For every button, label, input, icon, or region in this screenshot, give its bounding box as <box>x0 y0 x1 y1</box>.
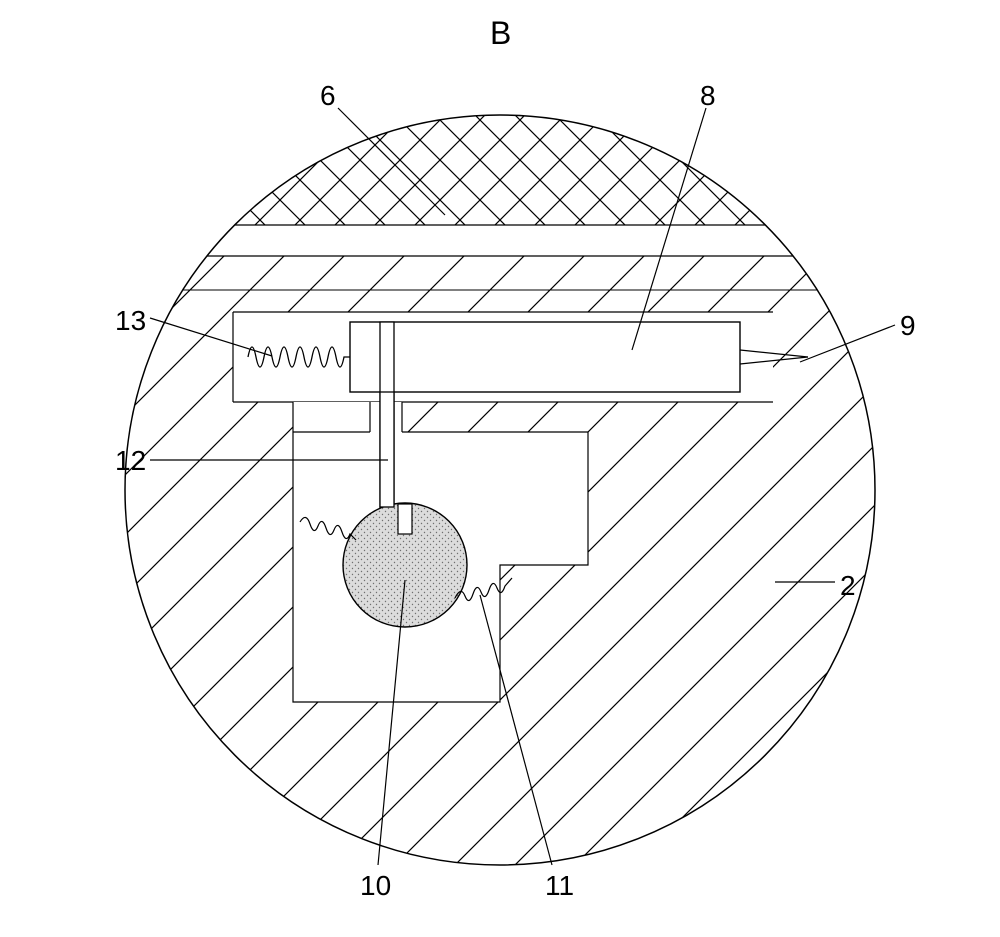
callout-13: 13 <box>115 305 146 337</box>
callout-6: 6 <box>320 80 336 112</box>
callout-10: 10 <box>360 870 391 902</box>
view-label-B: B <box>490 15 511 52</box>
callout-9: 9 <box>900 310 916 342</box>
technical-drawing-svg <box>0 0 1000 937</box>
diagram-container: B 6 8 13 9 12 2 10 11 <box>0 0 1000 937</box>
callout-12: 12 <box>115 445 146 477</box>
callout-2: 2 <box>840 570 856 602</box>
slider-block-8 <box>350 322 740 392</box>
top-band-6 <box>100 100 900 225</box>
callout-11: 11 <box>545 870 574 902</box>
callout-8: 8 <box>700 80 716 112</box>
